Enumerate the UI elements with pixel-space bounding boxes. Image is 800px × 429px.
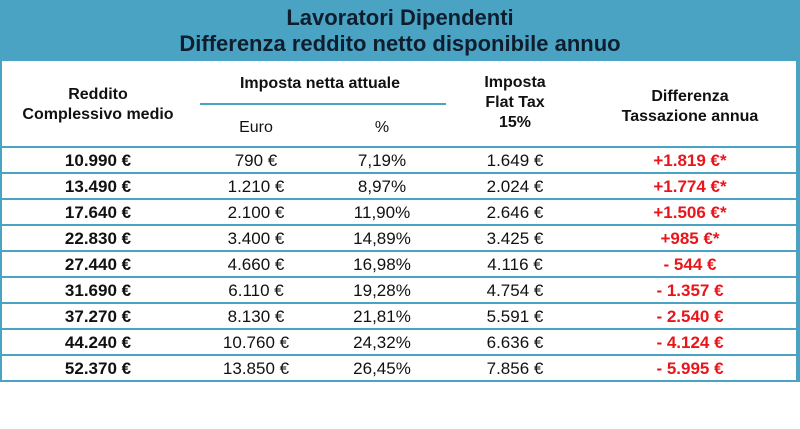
title-banner: Lavoratori Dipendenti Differenza reddito… bbox=[0, 0, 800, 61]
cell-flat-tax: 2.646 € bbox=[486, 203, 544, 222]
cell-current-percent: 7,19% bbox=[357, 151, 407, 170]
cell-income: 22.830 € bbox=[64, 229, 132, 248]
table-right-border bbox=[796, 61, 800, 381]
cell-flat-tax: 7.856 € bbox=[486, 359, 544, 378]
cell-current-percent: 21,81% bbox=[353, 307, 411, 326]
cell-difference: - 4.124 € bbox=[656, 333, 724, 352]
cell-current-euro: 4.660 € bbox=[227, 255, 285, 274]
header-flat-line2: Flat Tax bbox=[485, 94, 545, 111]
row-divider bbox=[0, 172, 800, 174]
cell-difference: +1.819 €* bbox=[653, 151, 727, 170]
header-current-tax: Imposta netta attuale bbox=[239, 75, 401, 92]
row-divider bbox=[0, 224, 800, 226]
cell-current-percent: 14,89% bbox=[353, 229, 411, 248]
cell-flat-tax: 4.116 € bbox=[487, 255, 543, 274]
cell-income: 44.240 € bbox=[64, 333, 132, 352]
cell-income: 52.370 € bbox=[64, 359, 132, 378]
title-line-2: Differenza reddito netto disponibile ann… bbox=[179, 31, 621, 56]
cell-flat-tax: 3.425 € bbox=[486, 229, 544, 248]
cell-difference: - 544 € bbox=[663, 255, 717, 274]
cell-current-percent: 11,90% bbox=[353, 203, 411, 222]
header-flat-line1: Imposta bbox=[484, 74, 546, 91]
cell-current-euro: 2.100 € bbox=[227, 203, 285, 222]
cell-difference: +985 €* bbox=[660, 229, 720, 248]
header-income: Reddito Complessivo medio bbox=[8, 85, 188, 125]
cell-flat-tax: 5.591 € bbox=[486, 307, 544, 326]
cell-current-euro: 790 € bbox=[234, 151, 278, 170]
cell-current-euro: 8.130 € bbox=[227, 307, 285, 326]
cell-difference: - 2.540 € bbox=[656, 307, 724, 326]
header-income-line2: Complessivo medio bbox=[22, 106, 174, 123]
tax-table: Reddito Complessivo medio Imposta netta … bbox=[0, 61, 800, 382]
cell-flat-tax: 1.649 € bbox=[486, 151, 544, 170]
cell-flat-tax: 4.754 € bbox=[486, 281, 544, 300]
header-diff-line2: Tassazione annua bbox=[621, 108, 759, 125]
row-divider bbox=[0, 380, 800, 382]
cell-current-euro: 6.110 € bbox=[228, 281, 284, 300]
cell-income: 37.270 € bbox=[64, 307, 132, 326]
row-divider bbox=[0, 146, 800, 148]
cell-current-percent: 26,45% bbox=[353, 359, 411, 378]
title-line-1: Lavoratori Dipendenti bbox=[286, 5, 514, 30]
header-flat-line3: 15% bbox=[498, 114, 532, 131]
cell-current-euro: 3.400 € bbox=[227, 229, 285, 248]
cell-current-euro: 13.850 € bbox=[222, 359, 290, 378]
cell-current-percent: 19,28% bbox=[353, 281, 411, 300]
cell-flat-tax: 2.024 € bbox=[486, 177, 544, 196]
header-flat-tax: Imposta Flat Tax 15% bbox=[450, 73, 580, 133]
header-subdivider bbox=[200, 103, 446, 105]
row-divider bbox=[0, 250, 800, 252]
header-income-line1: Reddito bbox=[68, 86, 128, 103]
cell-current-percent: 16,98% bbox=[353, 255, 411, 274]
header-percent: % bbox=[374, 119, 390, 136]
cell-income: 17.640 € bbox=[64, 203, 132, 222]
cell-current-percent: 24,32% bbox=[353, 333, 411, 352]
cell-current-percent: 8,97% bbox=[357, 177, 407, 196]
cell-income: 10.990 € bbox=[64, 151, 132, 170]
cell-income: 13.490 € bbox=[64, 177, 132, 196]
row-divider bbox=[0, 302, 800, 304]
cell-difference: +1.774 €* bbox=[653, 177, 727, 196]
cell-income: 27.440 € bbox=[64, 255, 132, 274]
header-diff-line1: Differenza bbox=[651, 88, 729, 105]
row-divider bbox=[0, 198, 800, 200]
row-divider bbox=[0, 328, 800, 330]
header-euro: Euro bbox=[239, 119, 273, 136]
cell-current-euro: 10.760 € bbox=[222, 333, 290, 352]
cell-flat-tax: 6.636 € bbox=[486, 333, 544, 352]
cell-difference: - 5.995 € bbox=[656, 359, 724, 378]
row-divider bbox=[0, 354, 800, 356]
table-left-border bbox=[0, 61, 2, 381]
cell-current-euro: 1.210 € bbox=[227, 177, 285, 196]
cell-difference: +1.506 €* bbox=[653, 203, 727, 222]
cell-difference: - 1.357 € bbox=[656, 281, 724, 300]
row-divider bbox=[0, 276, 800, 278]
cell-income: 31.690 € bbox=[64, 281, 132, 300]
header-difference: Differenza Tassazione annua bbox=[590, 87, 790, 127]
